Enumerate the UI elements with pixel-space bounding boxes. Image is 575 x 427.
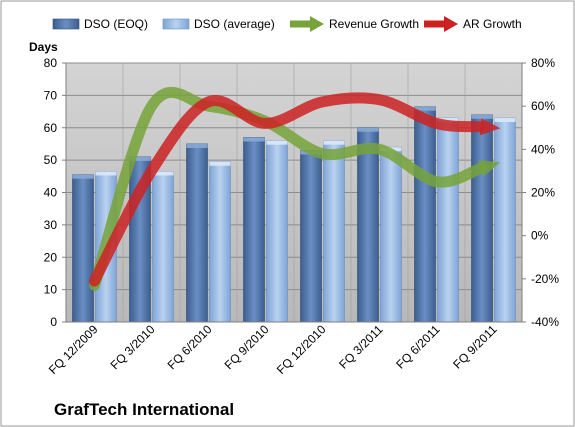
bar-dso-average: [380, 146, 402, 323]
y2-tick-label: 0%: [531, 229, 549, 243]
bar-dso-eoq: [471, 114, 493, 323]
legend-label-dso-eoq: DSO (EOQ): [84, 17, 148, 31]
arrowhead-revenue-growth: [478, 160, 501, 177]
bar-dso-eoq: [414, 106, 436, 323]
bar-dso-average: [323, 140, 345, 323]
legend-label-dso-average: DSO (average): [194, 17, 275, 31]
legend-arrowhead-ar-growth: [444, 16, 458, 32]
chart-title: GrafTech International: [54, 400, 234, 419]
bar-top-highlight: [95, 171, 117, 176]
bar-top-highlight: [209, 161, 231, 166]
y-tick-label: 20: [44, 250, 58, 264]
y-tick-label: 40: [44, 186, 58, 200]
y-axis-label: Days: [29, 40, 58, 54]
y2-tick-label: 40%: [531, 142, 555, 156]
bar-dso-eoq: [357, 127, 379, 323]
growth-arrows-layer: [89, 87, 501, 291]
bar-dso-eoq: [243, 137, 265, 323]
y2-tick-label: 80%: [531, 56, 555, 70]
bar-top-highlight: [494, 118, 516, 123]
y-tick-label: 60: [44, 121, 58, 135]
bar-dso-average: [266, 140, 288, 323]
bars-layer: [72, 106, 516, 323]
bar-top-highlight: [471, 114, 493, 119]
arrowhead-ar-growth: [479, 118, 501, 136]
y-tick-label: 80: [44, 56, 58, 70]
bar-top-highlight: [243, 137, 265, 142]
y-tick-label: 0: [50, 315, 57, 329]
bar-top-highlight: [323, 140, 345, 145]
y2-tick-label: 60%: [531, 99, 555, 113]
legend-swatch-dso-average: [162, 18, 190, 30]
legend: DSO (EOQ) DSO (average) Revenue Growth AR G…: [52, 16, 522, 32]
legend-label-revenue-growth: Revenue Growth: [329, 17, 419, 31]
legend-arrowhead-revenue-growth: [310, 16, 324, 32]
bar-dso-eoq: [186, 143, 208, 323]
bar-top-highlight: [414, 106, 436, 111]
bar-dso-average: [209, 161, 231, 323]
y2-tick-label: 20%: [531, 186, 555, 200]
arrow-ar-growth: [89, 92, 486, 287]
bar-dso-eoq: [300, 150, 322, 323]
bar-dso-average: [152, 171, 174, 323]
legend-swatch-dso-eoq: [52, 18, 80, 30]
bar-top-highlight: [72, 174, 94, 179]
y-tick-label: 50: [44, 153, 58, 167]
y-tick-label: 30: [44, 218, 58, 232]
bar-dso-average: [494, 117, 516, 323]
bar-dso-eoq: [72, 174, 94, 323]
legend-label-ar-growth: AR Growth: [463, 17, 522, 31]
bar-top-highlight: [186, 143, 208, 148]
bar-dso-average: [437, 117, 459, 323]
y-tick-label: 10: [44, 283, 58, 297]
y-tick-label: 70: [44, 88, 58, 102]
y2-tick-label: -40%: [531, 315, 559, 329]
bar-top-highlight: [152, 171, 174, 176]
bar-top-highlight: [266, 140, 288, 145]
bar-top-highlight: [129, 156, 151, 161]
bar-top-highlight: [357, 127, 379, 132]
y2-tick-label: -20%: [531, 272, 559, 286]
